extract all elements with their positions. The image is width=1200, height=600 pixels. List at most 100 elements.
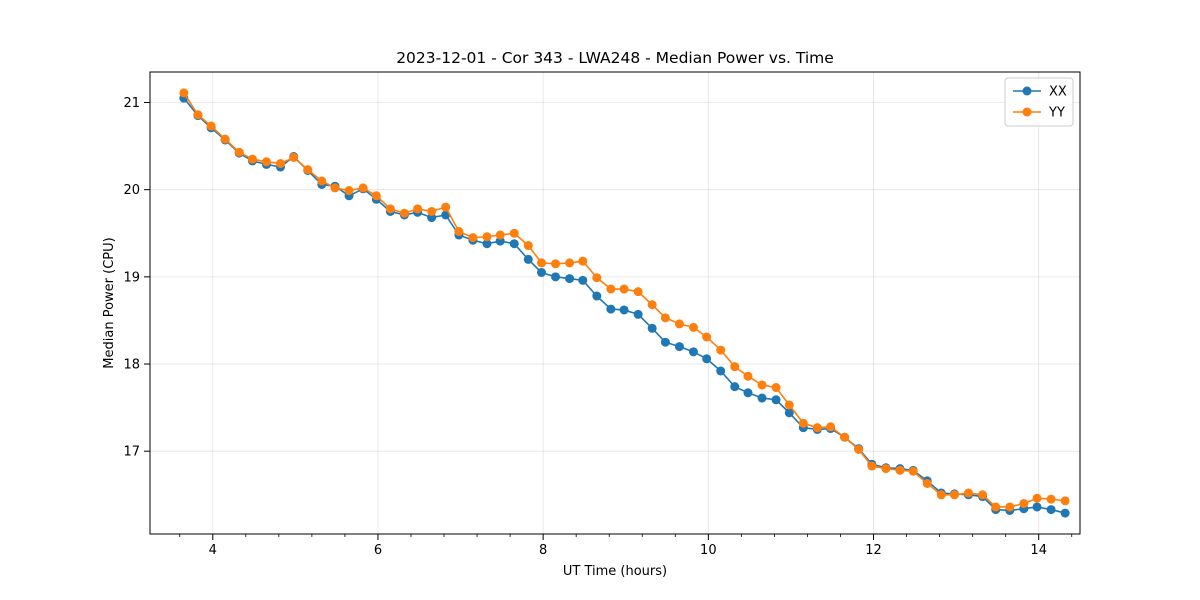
data-point-yy xyxy=(1005,502,1015,512)
data-point-yy xyxy=(523,240,533,250)
y-tick-label: 21 xyxy=(123,96,140,111)
data-point-yy xyxy=(179,88,189,98)
legend-box xyxy=(1004,77,1074,127)
data-point-yy xyxy=(399,208,409,218)
data-point-xx xyxy=(716,366,726,376)
data-point-yy xyxy=(317,176,327,186)
x-tick-label: 14 xyxy=(1030,543,1047,558)
data-point-yy xyxy=(413,204,423,214)
y-tick-label: 18 xyxy=(123,358,140,373)
data-point-yy xyxy=(812,423,822,433)
data-point-xx xyxy=(592,291,602,301)
data-point-yy xyxy=(895,465,905,475)
data-point-yy xyxy=(427,206,437,216)
data-point-xx xyxy=(743,388,753,398)
plot-area-frame xyxy=(149,71,1081,535)
y-tick-label: 17 xyxy=(123,445,140,460)
data-point-yy xyxy=(936,490,946,500)
x-tick-label: 4 xyxy=(209,543,217,558)
data-point-yy xyxy=(358,183,368,193)
grid xyxy=(150,72,1080,534)
data-point-xx xyxy=(730,382,740,392)
data-point-yy xyxy=(193,110,203,120)
data-point-yy xyxy=(826,422,836,432)
data-point-yy xyxy=(330,183,340,193)
data-point-xx xyxy=(688,347,698,357)
data-point-yy xyxy=(854,444,864,454)
chart-title: 2023-12-01 - Cor 343 - LWA248 - Median P… xyxy=(396,49,834,67)
data-point-yy xyxy=(716,345,726,355)
legend: XX YY xyxy=(1004,77,1074,127)
data-point-yy xyxy=(495,230,505,240)
data-point-yy xyxy=(771,383,781,393)
data-point-yy xyxy=(1060,496,1070,506)
data-point-yy xyxy=(454,227,464,237)
data-point-yy xyxy=(509,228,519,238)
legend-marker xyxy=(1022,86,1032,96)
data-point-yy xyxy=(606,284,616,294)
data-point-yy xyxy=(565,258,575,268)
data-point-yy xyxy=(592,273,602,283)
data-point-yy xyxy=(867,461,877,471)
x-tick-label: 8 xyxy=(539,543,547,558)
data-point-xx xyxy=(578,275,588,285)
data-point-yy xyxy=(578,256,588,266)
data-point-yy xyxy=(730,362,740,372)
legend-label: YY xyxy=(1048,106,1065,121)
data-point-yy xyxy=(261,157,271,167)
data-point-xx xyxy=(1046,505,1056,515)
data-point-yy xyxy=(1032,493,1042,503)
data-point-xx xyxy=(482,239,492,249)
data-point-yy xyxy=(468,233,478,243)
data-point-yy xyxy=(949,490,959,500)
data-point-xx xyxy=(1060,508,1070,518)
y-tick-label: 19 xyxy=(123,270,140,285)
data-point-yy xyxy=(908,466,918,476)
data-point-xx xyxy=(771,395,781,405)
data-point-xx xyxy=(565,274,575,284)
data-point-yy xyxy=(978,490,988,500)
data-point-xx xyxy=(757,393,767,403)
data-point-xx xyxy=(660,337,670,347)
data-point-yy xyxy=(633,287,643,297)
data-point-yy xyxy=(441,202,451,212)
legend-item-yy: YY xyxy=(1013,106,1065,121)
data-point-yy xyxy=(385,204,395,214)
data-point-yy xyxy=(922,478,932,488)
data-point-yy xyxy=(206,121,216,131)
data-point-yy xyxy=(881,464,891,474)
data-point-yy xyxy=(482,232,492,242)
data-point-xx xyxy=(536,267,546,277)
data-point-yy xyxy=(757,380,767,390)
data-point-yy xyxy=(234,147,244,157)
data-point-xx xyxy=(551,272,561,282)
y-tick-label: 20 xyxy=(123,183,140,198)
data-point-yy xyxy=(1046,494,1056,504)
x-tick-label: 6 xyxy=(374,543,382,558)
data-point-xx xyxy=(647,323,657,333)
data-point-yy xyxy=(551,259,561,269)
data-point-yy xyxy=(660,313,670,323)
data-point-yy xyxy=(688,322,698,332)
legend-marker xyxy=(1022,107,1032,117)
data-point-yy xyxy=(371,191,381,201)
data-point-yy xyxy=(1019,498,1029,508)
data-point-yy xyxy=(991,502,1001,512)
data-point-yy xyxy=(247,154,257,164)
data-point-xx xyxy=(606,304,616,314)
legend-label: XX xyxy=(1049,85,1067,100)
data-point-xx xyxy=(633,309,643,319)
x-tick-label: 10 xyxy=(700,543,717,558)
data-point-xx xyxy=(784,408,794,418)
x-tick-label: 12 xyxy=(865,543,882,558)
data-point-xx xyxy=(619,305,629,315)
data-point-yy xyxy=(289,152,299,162)
data-point-yy xyxy=(798,418,808,428)
data-point-yy xyxy=(275,159,285,169)
x-axis-label: UT Time (hours) xyxy=(563,564,667,579)
data-point-yy xyxy=(344,186,354,196)
data-point-yy xyxy=(619,284,629,294)
legend-item-xx: XX xyxy=(1013,85,1067,100)
data-point-yy xyxy=(963,488,973,498)
